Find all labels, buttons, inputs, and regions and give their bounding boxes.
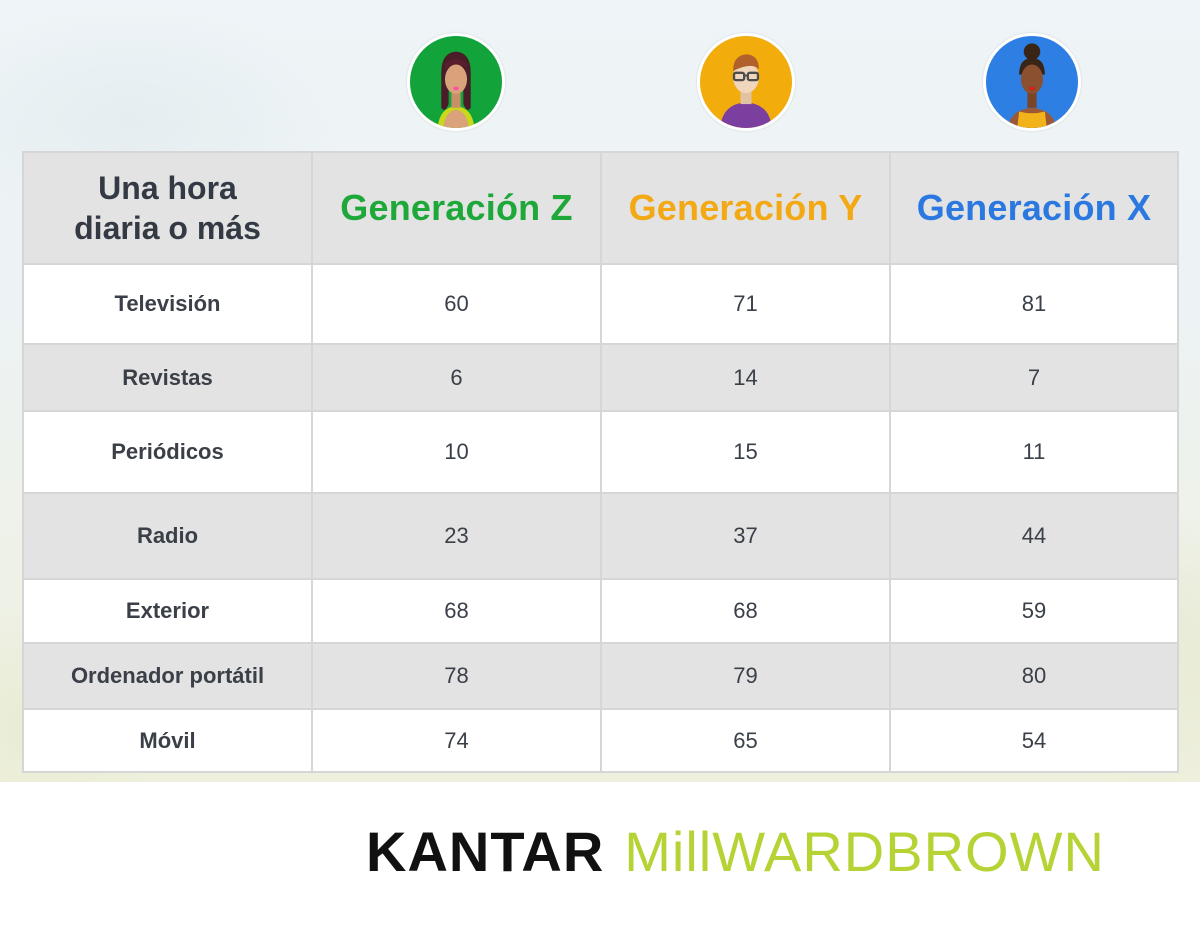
woman-with-bun-icon: [986, 36, 1078, 128]
column-header-generation-x: Generación X: [889, 151, 1179, 265]
table-row: Radio 23 37 44: [22, 492, 1179, 580]
corner-label-line2: diaria o más: [74, 210, 261, 246]
generation-z-avatar: [407, 33, 505, 131]
woman-with-long-hair-icon: [410, 36, 502, 128]
row-label: Ordenador portátil: [22, 642, 313, 710]
cell-value: 54: [889, 708, 1179, 773]
cell-value: 80: [889, 642, 1179, 710]
table-header-row: Una hora diaria o más Generación Z Gener…: [22, 151, 1179, 265]
row-label: Radio: [22, 492, 313, 580]
cell-value: 79: [600, 642, 891, 710]
table-row: Periódicos 10 15 11: [22, 410, 1179, 494]
cell-value: 68: [311, 578, 602, 644]
row-label: Revistas: [22, 343, 313, 412]
cell-value: 59: [889, 578, 1179, 644]
cell-value: 14: [600, 343, 891, 412]
table-row: Revistas 6 14 7: [22, 343, 1179, 412]
cell-value: 10: [311, 410, 602, 494]
cell-value: 15: [600, 410, 891, 494]
cell-value: 81: [889, 263, 1179, 345]
row-label: Periódicos: [22, 410, 313, 494]
table-row: Ordenador portátil 78 79 80: [22, 642, 1179, 710]
cell-value: 37: [600, 492, 891, 580]
logo-kantar-text: KANTAR: [366, 820, 605, 883]
logo-millwardbrown-text: MillWARDBROWN: [624, 820, 1105, 883]
cell-value: 68: [600, 578, 891, 644]
row-label: Móvil: [22, 708, 313, 773]
cell-value: 65: [600, 708, 891, 773]
generation-y-label: Generación Y: [628, 187, 863, 228]
cell-value: 6: [311, 343, 602, 412]
table-row: Televisión 60 71 81: [22, 263, 1179, 345]
cell-value: 78: [311, 642, 602, 710]
cell-value: 11: [889, 410, 1179, 494]
row-label: Exterior: [22, 578, 313, 644]
media-usage-table: Una hora diaria o más Generación Z Gener…: [22, 151, 1179, 773]
man-with-glasses-icon: [700, 36, 792, 128]
cell-value: 23: [311, 492, 602, 580]
column-header-generation-z: Generación Z: [311, 151, 602, 265]
kantar-millwardbrown-logo: KANTAR MillWARDBROWN: [366, 812, 1105, 882]
row-label: Televisión: [22, 263, 313, 345]
corner-header-cell: Una hora diaria o más: [22, 151, 313, 265]
generation-y-avatar: [697, 33, 795, 131]
cell-value: 71: [600, 263, 891, 345]
cell-value: 44: [889, 492, 1179, 580]
table-row: Exterior 68 68 59: [22, 578, 1179, 644]
table-row: Móvil 74 65 54: [22, 708, 1179, 773]
column-header-generation-y: Generación Y: [600, 151, 891, 265]
cell-value: 60: [311, 263, 602, 345]
generation-z-label: Generación Z: [340, 187, 573, 228]
cell-value: 74: [311, 708, 602, 773]
generation-x-label: Generación X: [916, 187, 1152, 228]
generation-x-avatar: [983, 33, 1081, 131]
cell-value: 7: [889, 343, 1179, 412]
corner-label-line1: Una hora: [98, 170, 237, 206]
